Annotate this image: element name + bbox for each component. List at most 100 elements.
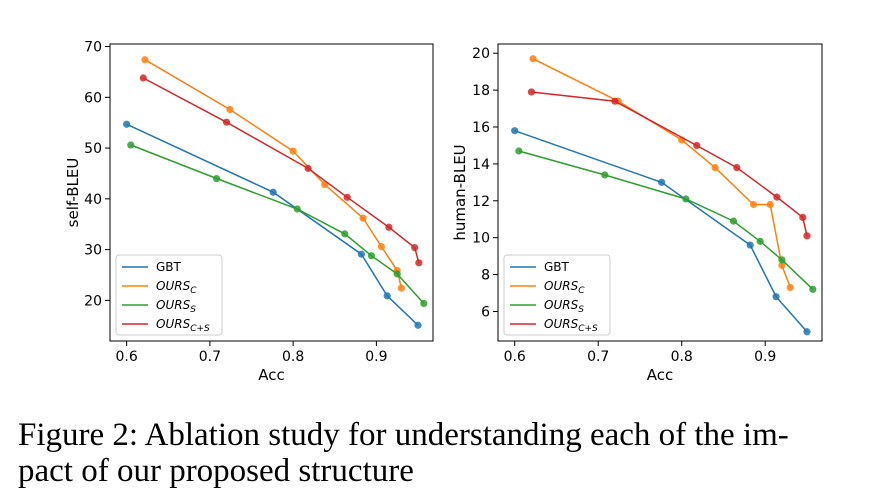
data-point	[289, 147, 297, 155]
data-point	[420, 299, 428, 308]
x-tick-label: 0.6	[116, 349, 138, 365]
figure-canvas: 0.6 0.7 0.8 0.9 20 30 40 50 60 70 Acc self-BLEU GBT O…	[64, 40, 823, 384]
data-point	[139, 74, 147, 82]
data-point	[803, 232, 811, 240]
series-line-2	[532, 58, 792, 288]
data-point	[226, 105, 234, 114]
legend-label: OURSS	[156, 298, 196, 315]
y-tick-label: 14	[472, 157, 490, 173]
data-point	[682, 195, 690, 203]
y-tick-label: 12	[472, 194, 490, 210]
legend-box	[503, 254, 611, 336]
data-point	[141, 56, 149, 64]
data-point	[397, 284, 405, 292]
legend: GBT OURSC OURSS OURSC+S	[503, 254, 611, 336]
data-point	[611, 97, 619, 105]
data-point	[123, 120, 131, 128]
x-tick-label: 0.6	[504, 349, 526, 365]
data-point	[803, 328, 811, 336]
data-point	[341, 230, 349, 238]
x-tick-label: 0.7	[199, 349, 221, 365]
data-point	[693, 141, 701, 150]
x-tick-label: 0.9	[754, 349, 776, 365]
data-point	[415, 259, 423, 267]
data-point	[711, 163, 719, 172]
data-point	[367, 252, 375, 260]
series-line-4	[531, 91, 808, 237]
caption-line-1: Figure 2: Ablation study for understandi…	[18, 417, 789, 453]
x-tick-label: 0.7	[587, 349, 609, 365]
x-tick-label: 0.9	[365, 349, 387, 365]
data-point	[778, 256, 786, 264]
data-point	[359, 214, 367, 222]
y-tick-label: 6	[481, 304, 490, 320]
x-tick-label: 0.8	[671, 349, 693, 365]
data-point	[385, 223, 393, 231]
y-tick-label: 10	[472, 231, 490, 247]
data-point	[127, 141, 135, 149]
y-tick-label: 18	[472, 83, 490, 99]
legend-box	[115, 254, 223, 336]
data-point	[778, 261, 786, 269]
plot-frame	[109, 43, 434, 342]
legend: GBT OURSC OURSS OURSC+S	[115, 254, 223, 336]
data-point	[772, 293, 780, 301]
data-point	[304, 164, 312, 172]
data-point	[527, 88, 536, 96]
data-point	[377, 242, 385, 251]
data-point	[766, 200, 774, 209]
data-point	[809, 285, 817, 293]
y-tick-label: 20	[84, 293, 102, 309]
data-point	[414, 321, 422, 329]
data-point	[746, 241, 754, 249]
y-tick-label: 8	[481, 268, 490, 284]
data-point	[411, 243, 419, 252]
data-point	[293, 205, 301, 213]
x-axis-label: Acc	[258, 366, 285, 384]
y-tick-label: 50	[84, 141, 102, 157]
x-axis-label: Acc	[647, 366, 674, 384]
x-tick-label: 0.8	[282, 349, 304, 365]
legend-label: OURSC+S	[156, 317, 210, 334]
data-point	[212, 174, 221, 183]
figure-caption: Figure 2: Ablation study for understandi…	[18, 417, 878, 489]
data-point	[756, 237, 764, 245]
series-line-2	[144, 59, 403, 289]
data-point	[529, 55, 537, 63]
y-tick-label: 16	[472, 120, 490, 136]
data-point	[383, 292, 391, 300]
y-axis-label: self-BLEU	[64, 158, 82, 228]
y-tick-label: 20	[472, 46, 490, 62]
y-tick-label: 60	[84, 90, 102, 106]
data-point	[786, 283, 794, 292]
legend-label: OURSC+S	[544, 317, 598, 334]
data-point	[343, 193, 351, 201]
data-point	[222, 118, 231, 126]
data-point	[357, 250, 366, 258]
data-point	[393, 270, 401, 278]
data-point	[773, 193, 781, 201]
series-line-4	[142, 77, 420, 263]
legend-label: GBT	[156, 260, 182, 274]
y-tick-label: 30	[84, 243, 102, 259]
legend-label: OURSC	[544, 279, 585, 296]
legend-label: OURSS	[544, 298, 584, 315]
data-point	[511, 127, 519, 135]
legend-label: OURSC	[156, 279, 197, 296]
legend-label: GBT	[544, 260, 570, 274]
data-point	[601, 171, 609, 179]
data-point	[733, 163, 741, 172]
plot-frame	[497, 43, 823, 342]
data-point	[658, 178, 666, 186]
y-tick-label: 70	[84, 40, 102, 56]
data-point	[729, 217, 738, 225]
data-point	[515, 147, 523, 155]
caption-line-2: pact of our proposed structure	[18, 453, 414, 489]
data-point	[799, 213, 807, 222]
chart-panel-1: 0.6 0.7 0.8 0.9 20 30 40 50 60 70 Acc self-BLEU GBT O…	[64, 40, 434, 384]
data-point	[269, 188, 277, 196]
chart-panel-2: 0.6 0.7 0.8 0.9 6 8 10 12 14 16 18 20 Acc human-BLEU G…	[451, 43, 823, 384]
y-tick-label: 40	[84, 192, 102, 208]
y-axis-label: human-BLEU	[451, 144, 469, 240]
data-point	[749, 200, 758, 209]
